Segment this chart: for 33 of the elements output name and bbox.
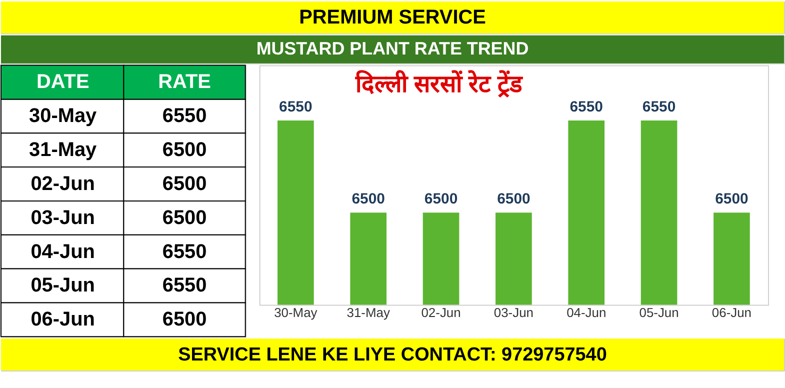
data-label: 6500 bbox=[162, 139, 207, 162]
x-tick-label: 06-Jun bbox=[712, 305, 752, 320]
text: SERVICE LENE KE LIYE CONTACT: 9729757540 bbox=[178, 344, 607, 366]
data-label: 6550 bbox=[570, 98, 603, 116]
chart-title: PREMIUM SERVICE bbox=[299, 6, 486, 28]
data-label: 6500 bbox=[497, 190, 530, 208]
x-tick-label: 02-Jun bbox=[421, 305, 461, 320]
x-tick-label: 03-Jun bbox=[494, 305, 534, 320]
x-tick-label: 04-Jun bbox=[566, 305, 606, 320]
data-label: 6500 bbox=[352, 190, 385, 208]
category-label: 05-Jun bbox=[30, 274, 95, 297]
annotation: दिल्ली सरसों रेट ट्रेंड bbox=[354, 70, 524, 98]
data-label: 6550 bbox=[162, 105, 207, 128]
data-label: 6500 bbox=[162, 206, 207, 229]
data-label: 6550 bbox=[162, 274, 207, 297]
data-label: 6500 bbox=[162, 308, 207, 331]
category-label: 30-May bbox=[29, 105, 97, 128]
category-label: 04-Jun bbox=[30, 240, 95, 263]
x-tick-label: 31-May bbox=[346, 305, 390, 320]
text: RATE bbox=[158, 71, 211, 94]
text: DATE bbox=[36, 71, 90, 94]
data-label: 6500 bbox=[715, 190, 748, 208]
data-label: 6550 bbox=[279, 98, 312, 116]
chart-subtitle: MUSTARD PLANT RATE TREND bbox=[256, 38, 529, 58]
data-label: 6500 bbox=[162, 172, 207, 195]
x-tick-label: 30-May bbox=[274, 305, 318, 320]
data-label: 6550 bbox=[642, 98, 676, 116]
x-tick-label: 05-Jun bbox=[639, 305, 679, 320]
data-label: 6550 bbox=[162, 240, 207, 263]
data-label: 6500 bbox=[424, 190, 458, 208]
category-label: 03-Jun bbox=[30, 206, 95, 229]
category-label: 02-Jun bbox=[30, 172, 95, 195]
category-label: 31-May bbox=[29, 139, 97, 162]
